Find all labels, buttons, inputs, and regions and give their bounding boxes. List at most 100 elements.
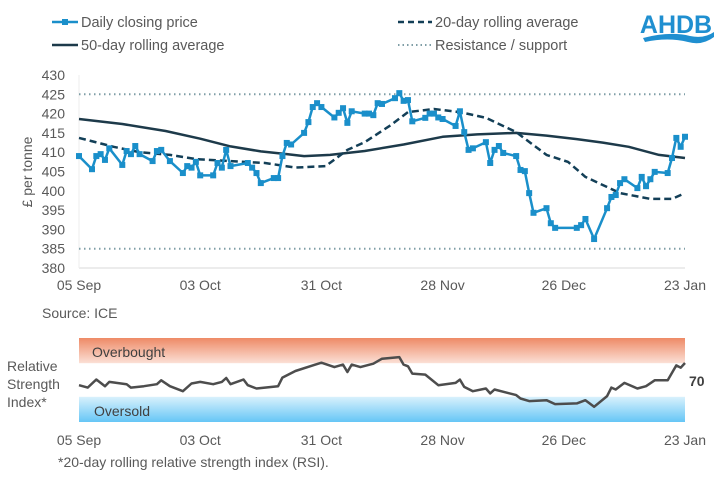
x-tick-label: 26 Dec: [542, 277, 586, 293]
data-point-marker: [309, 104, 316, 111]
data-point-marker: [673, 134, 680, 141]
data-point-marker: [132, 143, 139, 150]
data-point-marker: [604, 205, 611, 212]
y-tick-label: 390: [42, 221, 66, 237]
data-point-marker: [348, 108, 355, 115]
x-tick-label: 03 Oct: [180, 277, 221, 293]
data-point-marker: [344, 119, 351, 126]
y-tick-label: 415: [42, 125, 66, 141]
y-tick-label: 430: [42, 67, 66, 83]
data-point-marker: [305, 119, 312, 126]
data-point-marker: [669, 154, 676, 161]
data-point-marker: [422, 114, 429, 121]
x-tick-label: 23 Jan: [664, 277, 706, 293]
data-point-marker: [487, 160, 494, 167]
data-point-marker: [210, 172, 217, 179]
legend-label: 50-day rolling average: [81, 38, 224, 54]
data-point-marker: [517, 166, 524, 173]
data-point-marker: [335, 109, 342, 116]
data-point-marker: [677, 143, 684, 150]
y-axis-ticks: 430 425 420 415 410 405 400 395 390 385 380: [42, 67, 66, 276]
data-point-marker: [573, 224, 580, 231]
data-point-marker: [617, 180, 624, 187]
data-point-marker: [188, 164, 195, 171]
data-point-marker: [331, 114, 338, 121]
footnote: *20-day rolling relative strength index …: [58, 454, 329, 470]
rsi-line: [78, 355, 686, 409]
rsi-axis-label-line1: Relative: [7, 358, 58, 374]
data-point-marker: [634, 185, 641, 192]
x-tick-label: 03 Oct: [180, 432, 221, 448]
x-tick-label: 28 Nov: [420, 277, 464, 293]
data-point-marker: [314, 100, 321, 107]
data-point-marker: [279, 153, 286, 160]
data-point-marker: [491, 146, 498, 153]
data-point-marker: [482, 139, 489, 146]
data-point-marker: [612, 192, 619, 199]
data-point-marker: [76, 153, 82, 160]
data-point-marker: [179, 170, 186, 177]
data-point-marker: [361, 110, 368, 117]
data-point-marker: [379, 100, 385, 107]
data-point-marker: [638, 173, 645, 180]
data-point-marker: [500, 149, 507, 156]
legend-label: Resistance / support: [435, 38, 567, 54]
data-point-marker: [513, 153, 520, 160]
overbought-label: Overbought: [92, 344, 165, 360]
series-line-50-day-rolling-average: [78, 117, 686, 160]
rsi-series: [78, 355, 686, 409]
data-point-marker: [127, 151, 134, 158]
data-point-marker: [93, 153, 100, 160]
data-point-marker: [283, 139, 290, 146]
x-tick-label: 31 Oct: [301, 277, 342, 293]
data-point-marker: [214, 160, 221, 167]
data-point-marker: [257, 180, 264, 187]
data-point-marker: [374, 100, 381, 107]
oversold-label: Oversold: [94, 403, 150, 419]
data-point-marker: [591, 236, 598, 243]
data-point-marker: [495, 143, 502, 150]
data-point-marker: [97, 151, 104, 158]
data-point-marker: [318, 104, 325, 111]
data-point-marker: [547, 220, 554, 227]
data-point-marker: [192, 158, 199, 165]
data-point-marker: [88, 166, 95, 173]
ahdb-logo: AHDB: [640, 11, 714, 44]
data-point-marker: [526, 190, 533, 197]
data-point-marker: [426, 110, 433, 117]
data-point-marker: [461, 129, 468, 136]
x-tick-label: 26 Dec: [542, 432, 586, 448]
data-point-marker: [123, 148, 130, 155]
oversold-band: [79, 396, 685, 422]
y-axis-label: £ per tonne: [19, 136, 35, 207]
price-plot: £ per tonne 430 425 420 415 410 405 400 395 390 3…: [19, 67, 706, 293]
data-point-marker: [582, 215, 589, 222]
rsi-last-value-label: 70: [689, 373, 705, 389]
series-line-20-day-rolling-average: [78, 107, 686, 201]
data-point-marker: [270, 175, 277, 182]
data-point-marker: [543, 205, 550, 212]
x-tick-label: 05 Sep: [57, 432, 102, 448]
x-tick-label: 05 Sep: [57, 277, 102, 293]
rsi-axis-label-line3: Index*: [7, 394, 47, 410]
data-point-marker: [396, 90, 403, 97]
data-point-marker: [301, 129, 308, 136]
data-point-marker: [119, 161, 126, 168]
rsi-axis-label-line2: Strength: [7, 376, 60, 392]
data-point-marker: [153, 148, 160, 155]
source-note: Source: ICE: [42, 305, 117, 321]
y-tick-label: 400: [42, 183, 66, 199]
x-tick-label: 23 Jan: [664, 432, 706, 448]
data-point-marker: [184, 163, 191, 170]
data-point-marker: [158, 146, 165, 153]
data-point-marker: [621, 176, 628, 183]
data-point-marker: [223, 146, 230, 153]
data-point-marker: [452, 122, 459, 129]
data-point-marker: [404, 97, 411, 104]
legend-item-resistance: Resistance / support: [398, 38, 567, 54]
data-point-marker: [149, 158, 156, 165]
data-point-marker: [366, 110, 373, 117]
data-point-marker: [106, 145, 113, 152]
data-point-marker: [275, 175, 282, 182]
